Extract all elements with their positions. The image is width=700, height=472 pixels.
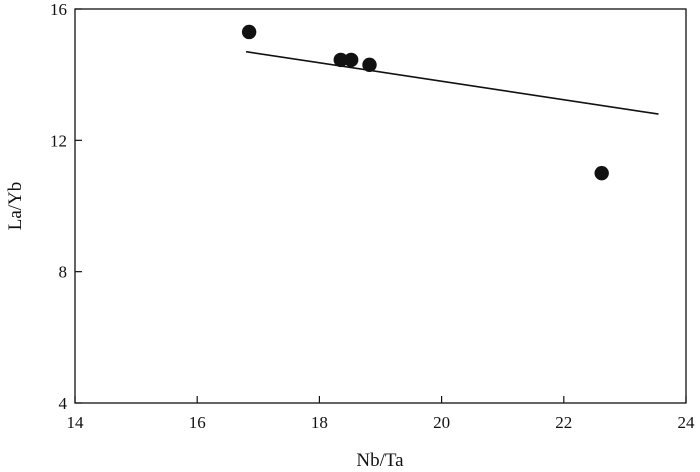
x-tick-label: 24 xyxy=(678,413,696,432)
y-tick-label: 4 xyxy=(59,394,68,413)
y-axis-label: La/Yb xyxy=(5,182,26,231)
x-tick-label: 20 xyxy=(433,413,450,432)
plot-area-frame xyxy=(74,8,687,404)
series-layer xyxy=(241,24,659,181)
x-tick-label: 22 xyxy=(555,413,572,432)
data-point xyxy=(362,57,377,73)
y-axis: 4 8 12 16 xyxy=(50,0,82,413)
data-point xyxy=(333,52,348,68)
y-tick-label: 16 xyxy=(50,0,67,19)
x-tick-label: 16 xyxy=(189,413,206,432)
x-axis: 14 16 18 20 22 24 xyxy=(67,396,696,432)
y-tick-label: 8 xyxy=(59,263,68,282)
data-point xyxy=(343,52,359,68)
y-tick-label: 12 xyxy=(50,131,67,150)
trend-line xyxy=(245,50,659,115)
x-tick-label: 18 xyxy=(311,413,328,432)
data-point xyxy=(594,165,609,181)
data-point xyxy=(241,24,257,40)
x-tick-label: 14 xyxy=(67,413,85,432)
x-axis-label: Nb/Ta xyxy=(356,450,404,471)
